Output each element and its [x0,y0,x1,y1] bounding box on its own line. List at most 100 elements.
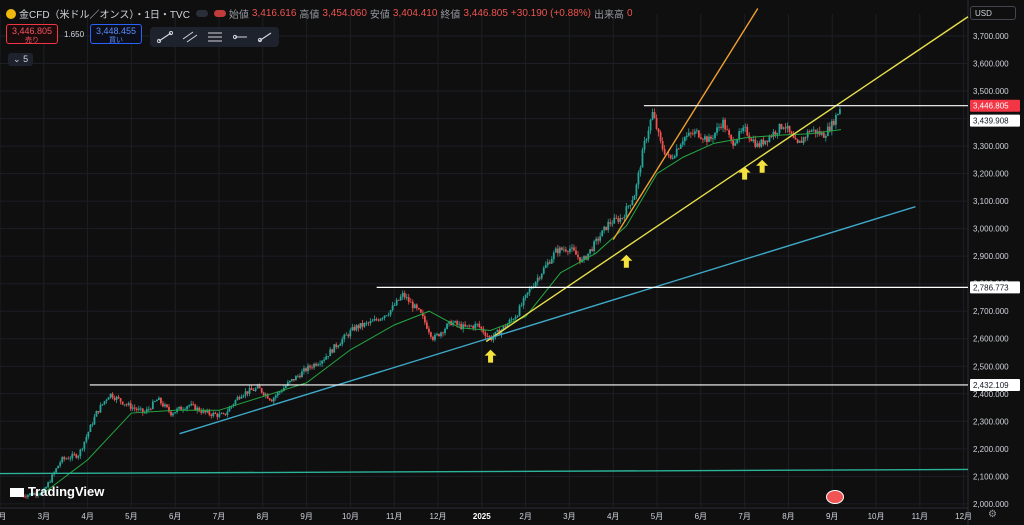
candle-body [687,132,690,136]
candle-body [436,333,438,335]
candle-body [35,493,37,496]
candle-body [337,345,340,348]
x-tick-label: 7月 [213,512,225,521]
candle-body [147,408,150,410]
candle-body [325,356,328,360]
y-tick-label: 3,100.000 [973,197,1009,206]
low-label: 安値 [369,10,390,21]
candle-body [802,137,805,143]
candle-body [158,397,160,400]
candle-body [180,406,182,410]
y-tick-label: 3,200.000 [973,170,1009,179]
x-tick-label: 5月 [125,512,137,521]
candle-body [434,334,436,340]
candle-body [286,382,289,386]
candle-body [528,288,531,293]
candle-body [313,363,315,368]
candle-body [276,392,279,396]
y-tick-label: 2,000.000 [973,500,1009,509]
candle-body [752,139,755,142]
trend-line-icon[interactable] [154,29,175,45]
candle-body [135,408,138,410]
candle-body [369,321,372,324]
symbol-title[interactable]: 金CFD（米ドル／オンス）・1日・TVC [19,10,190,21]
x-tick-label: 2月 [519,512,531,521]
candle-body [474,324,477,329]
candle-body [349,330,352,337]
alert-toggle[interactable] [213,10,226,17]
candle-body [67,458,70,460]
volume-value: 0 [626,8,633,19]
y-tick-label: 2,400.000 [973,390,1009,399]
sell-price: 3,446.805 [11,26,53,36]
candle-body [204,410,207,413]
candle-body [389,310,392,315]
candle-body [206,410,209,413]
candle-body [770,136,773,137]
candle-body [311,367,313,369]
candle-body [573,247,575,251]
candle-body [466,325,469,327]
candle-body [25,496,27,498]
candle-body [395,299,398,306]
candle-body [794,137,797,140]
candle-body [391,305,394,311]
candle-body [381,318,384,319]
candle-body [107,397,110,400]
buy-button[interactable]: 3,448.455 買い [90,24,143,44]
candle-body [653,112,656,119]
candle-body [212,412,215,417]
buy-price: 3,448.455 [96,26,137,36]
candle-body [649,119,652,131]
candle-body [494,331,497,337]
candle-body [238,397,241,399]
candle-body [635,184,638,196]
candle-body [339,344,342,346]
candle-body [776,133,779,135]
visibility-toggle[interactable] [195,10,208,17]
candle-body [49,482,52,484]
candle-body [190,403,193,406]
candle-body [637,172,640,185]
candle-body [627,205,630,207]
high-value: 3,454.060 [322,8,367,19]
candle-body [198,407,201,412]
currency-selector[interactable]: USD [970,6,1016,20]
candle-body [387,314,390,316]
candle-body [153,401,156,402]
candle-body [407,297,410,302]
candle-body [695,130,698,132]
candle-body [611,223,614,225]
candle-body [29,493,31,495]
y-tick-label: 3,700.000 [973,32,1009,41]
candle-body [111,393,114,399]
candle-body [480,326,483,329]
candle-body [264,394,267,396]
candle-body [782,127,785,129]
candle-body [258,385,261,389]
event-flag-icon[interactable] [826,490,844,504]
candle-body [210,414,213,417]
currency-label: USD [975,9,992,18]
low-value: 3,404.410 [392,8,438,19]
candle-body [244,391,247,396]
indicators-collapse-button[interactable]: ⌄ 5 [8,53,34,66]
parallel-channel-icon[interactable] [179,29,200,45]
candle-body [540,273,543,279]
candle-body [103,401,106,405]
candle-body [47,482,49,488]
candle-body [127,403,130,405]
candle-body [194,404,197,411]
x-tick-label: 5月 [651,512,663,521]
candle-body [558,247,561,254]
sell-button[interactable]: 3,446.805 売り [6,24,58,44]
fib-retracement-icon[interactable] [204,29,225,45]
horizontal-ray-icon[interactable] [229,29,250,45]
candle-body [631,199,634,205]
candle-body [683,137,686,142]
indicators-count: 5 [23,54,29,64]
candle-body [468,325,471,327]
brush-icon[interactable] [254,29,275,45]
gear-icon[interactable]: ⚙ [988,509,997,520]
